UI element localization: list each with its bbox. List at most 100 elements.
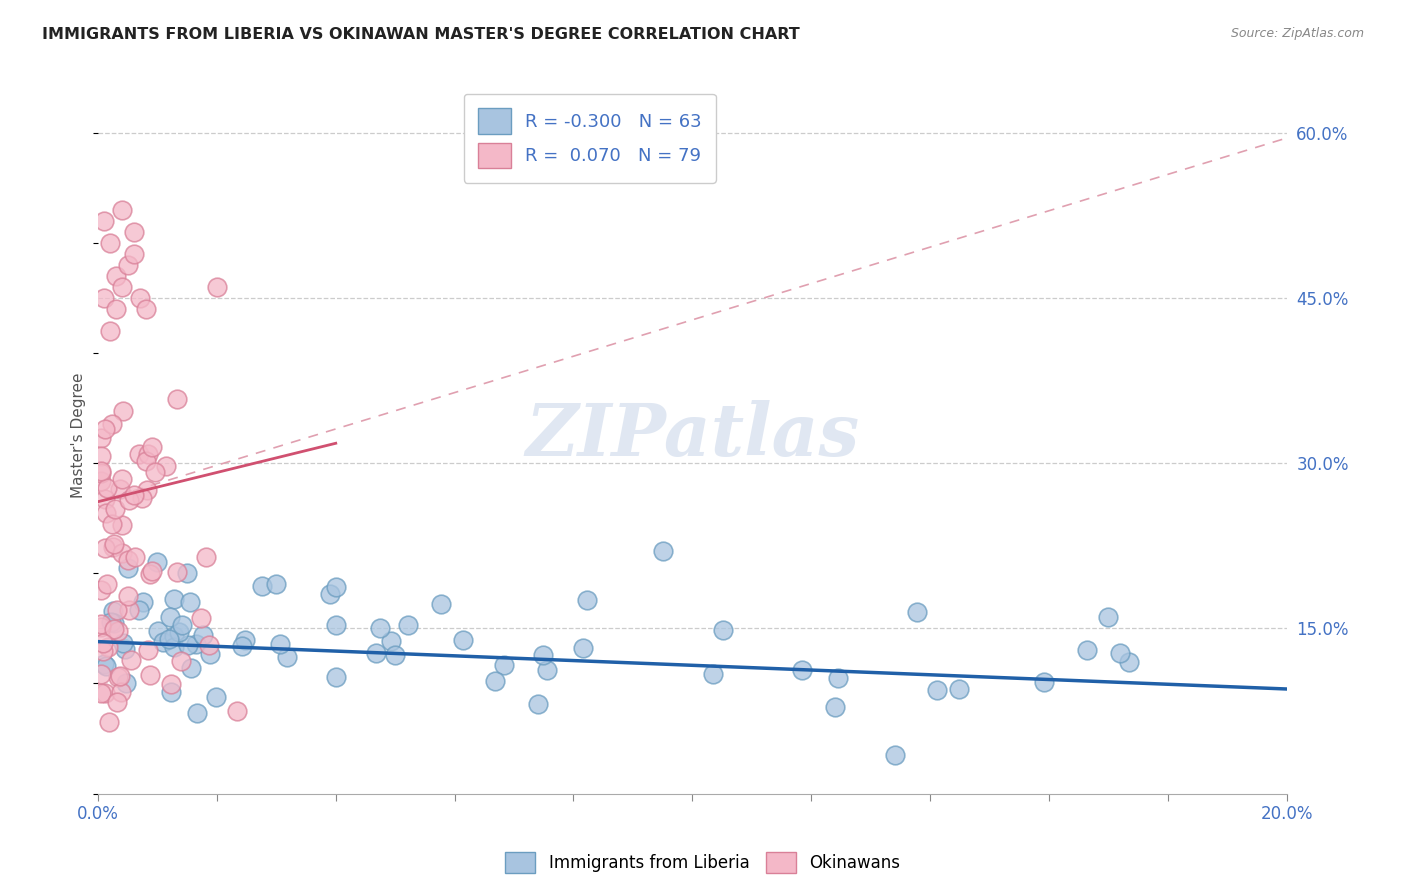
Point [90,620,112,634]
Point [325,580,347,594]
Point [105,603,128,617]
Text: ZIPatlas: ZIPatlas [526,400,859,471]
Point [163,592,186,607]
Point [177,638,200,652]
Point [93,291,115,305]
Point [90,466,112,480]
Point [186,637,208,651]
Point [166,565,188,579]
Point [141,564,163,578]
Point [527,697,550,711]
Point [702,666,724,681]
Point [166,392,188,406]
Point [380,634,402,648]
Point [484,674,506,689]
Point [451,633,474,648]
Point [492,658,515,673]
Point [269,637,291,651]
Point [1118,655,1140,669]
Point [111,280,134,294]
Point [107,670,129,684]
Point [117,561,139,575]
Point [132,595,155,609]
Point [90,449,112,463]
Point [138,447,160,461]
Point [325,670,347,684]
Point [1097,610,1119,624]
Point [103,622,125,636]
Point [157,632,180,647]
Point [205,690,228,705]
Point [122,225,145,239]
Point [120,653,142,667]
Point [94,541,117,555]
Point [118,603,141,617]
Point [94,422,117,436]
Point [131,491,153,506]
Point [115,675,138,690]
Point [94,506,117,520]
Point [104,502,127,516]
Point [93,657,115,672]
Point [91,643,114,657]
Point [124,488,146,502]
Point [159,609,181,624]
Point [572,640,595,655]
Point [111,202,134,217]
Point [152,635,174,649]
Point [90,583,112,598]
Point [111,404,134,418]
Point [651,544,673,558]
Point [101,417,124,431]
Point [94,686,117,700]
Point [112,636,135,650]
Point [104,301,127,316]
Point [93,213,115,227]
Point [1109,646,1132,660]
Point [101,540,124,554]
Point [128,603,150,617]
Point [97,640,120,654]
Point [948,682,970,697]
Point [233,633,256,648]
Point [1076,642,1098,657]
Point [190,611,212,625]
Point [160,676,183,690]
Point [155,459,177,474]
Point [101,517,124,532]
Point [198,638,221,652]
Point [128,447,150,461]
Point [94,492,117,507]
Point [117,553,139,567]
Point [135,454,157,468]
Point [176,566,198,581]
Point [107,624,129,638]
Point [711,623,734,637]
Point [162,629,184,643]
Point [905,605,928,619]
Point [117,258,139,272]
Point [90,464,112,478]
Point [98,324,121,338]
Point [117,589,139,603]
Point [536,664,558,678]
Point [576,593,599,607]
Point [180,661,202,675]
Point [96,481,118,495]
Point [925,682,948,697]
Point [96,577,118,591]
Point [108,669,131,683]
Point [146,555,169,569]
Point [205,280,228,294]
Point [824,700,846,714]
Point [122,246,145,260]
Point [90,686,112,700]
Point [163,640,186,654]
Point [531,648,554,663]
Point [827,671,849,685]
Point [883,748,905,763]
Point [117,492,139,507]
Point [790,663,813,677]
Point [103,615,125,630]
Point [104,268,127,283]
